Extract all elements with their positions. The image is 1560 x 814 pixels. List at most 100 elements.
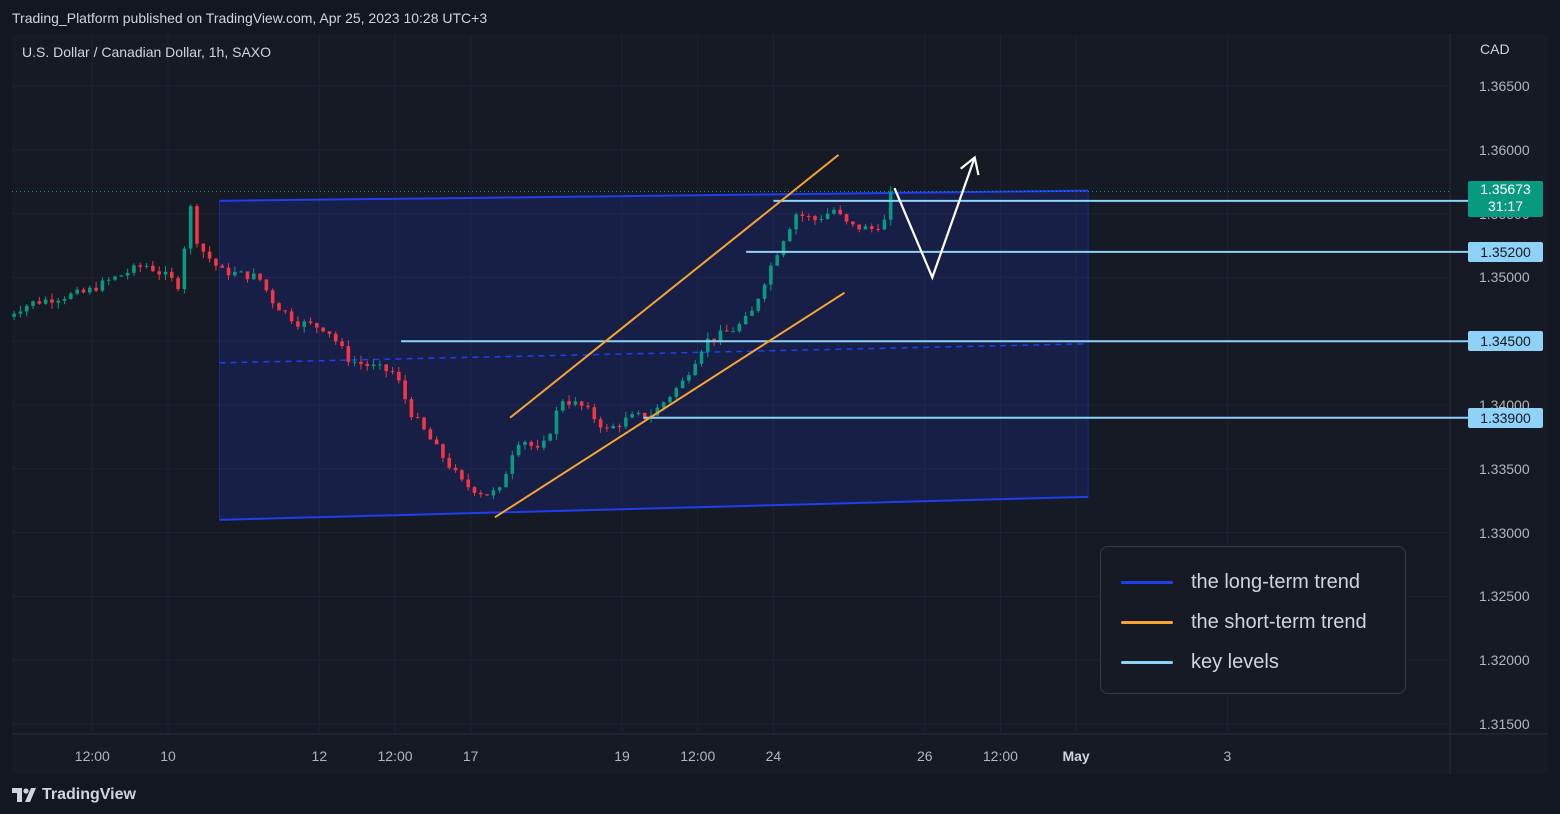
down-candle-body [838,209,843,215]
up-candle-body [18,311,23,314]
down-candle-body [50,299,54,303]
down-candle-body [642,412,647,418]
chart-canvas[interactable] [12,34,1548,774]
down-candle-body [94,287,98,291]
footer[interactable]: TradingView [12,784,136,806]
down-candle-body [390,371,395,373]
down-candle-body [434,439,439,445]
time-tick-label: 17 [462,748,479,764]
key-level-badge: 1.35200 [1468,241,1543,262]
down-candle-body [428,429,433,440]
up-candle-body [56,300,61,303]
brand-name: TradingView [42,786,136,803]
down-candle-body [201,243,206,252]
down-candle-body [333,333,338,342]
up-candle-body [100,280,105,291]
down-candle-body [869,226,874,229]
publish-bar: Trading_Platform published on TradingVie… [0,0,1560,34]
up-candle-body [743,315,748,325]
down-candle-body [226,267,231,276]
candles [12,186,893,500]
up-candle-body [75,289,79,294]
up-candle-body [731,331,735,333]
up-candle-body [233,271,237,276]
up-candle-body [504,473,508,488]
price-tick-label: 1.35000 [1479,269,1530,286]
up-candle-body [542,440,546,448]
down-candle-body [806,216,811,218]
down-candle-body [586,405,590,408]
up-candle-body [24,305,29,312]
price-tick-label: 1.32500 [1479,588,1530,605]
price-tick-label: 1.33500 [1479,460,1530,477]
short-term-channel-upper-line [509,154,840,419]
last-price-value: 1.35673 [1480,181,1531,197]
chart-area[interactable] [12,34,1548,774]
time-tick-label: 12:00 [680,748,716,764]
down-candle-body [214,258,218,266]
up-candle-body [794,214,798,230]
legend-item-key-levels: key levels [1121,650,1279,674]
down-candle-body [592,407,597,420]
up-candle-body [182,248,187,290]
down-candle-body [567,401,571,405]
price-tick-label: 1.32000 [1479,652,1530,669]
up-candle-body [12,313,16,317]
up-candle-body [31,301,35,306]
price-tick-label: 1.31500 [1479,716,1530,732]
projection-arrow-path [893,157,976,281]
down-candle-body [346,346,351,362]
up-candle-body [882,219,887,230]
down-candle-body [605,427,609,429]
up-candle-body [69,293,73,299]
up-candle-body [699,351,704,364]
down-candle-body [340,341,344,347]
down-candle-body [384,364,388,372]
down-candle-body [176,277,180,290]
legend-swatch-key-levels [1121,660,1173,664]
up-candle-body [510,455,515,474]
up-candle-body [125,272,130,276]
price-tick-label: 1.36500 [1479,78,1530,94]
up-candle-body [863,226,868,230]
down-candle-body [460,470,464,480]
legend-label-short-term: the short-term trend [1191,610,1367,633]
time-tick-label: 12:00 [74,748,110,764]
key-level-badge: 1.33900 [1468,407,1543,428]
up-candle-body [239,271,243,273]
down-candle-body [466,479,470,488]
up-candle-body [132,265,136,273]
down-candle-body [365,363,370,367]
down-candle-body [277,303,281,311]
currency-label: CAD [1480,41,1510,57]
up-candle-body [611,425,616,429]
up-candle-body [106,279,111,281]
down-candle-body [151,265,155,272]
down-candle-body [157,271,161,275]
time-tick-label: 3 [1223,748,1232,764]
key-levels [12,191,1470,419]
down-candle-body [409,399,414,418]
down-candle-body [283,310,288,312]
down-candle-body [289,311,294,322]
up-candle-body [560,401,565,411]
up-candle-body [661,402,666,408]
up-candle-body [756,298,761,311]
up-candle-body [674,388,679,398]
down-candle-body [535,445,540,448]
down-candle-body [441,444,445,458]
long-term-channel-upper-line [219,189,1089,202]
legend-item-long-term: the long-term trend [1121,570,1360,594]
overlays [494,154,980,519]
time-tick-label: 24 [765,748,782,764]
down-candle-body [81,289,86,293]
down-candle-body [138,265,143,267]
up-candle-body [491,490,496,496]
up-candle-body [888,191,893,220]
down-candle-body [844,214,849,222]
up-candle-body [516,444,521,456]
up-candle-body [624,417,628,427]
up-candle-body [163,271,168,275]
symbol-title[interactable]: U.S. Dollar / Canadian Dollar, 1h, SAXO [22,44,272,60]
time-tick-label: 12 [311,748,328,764]
